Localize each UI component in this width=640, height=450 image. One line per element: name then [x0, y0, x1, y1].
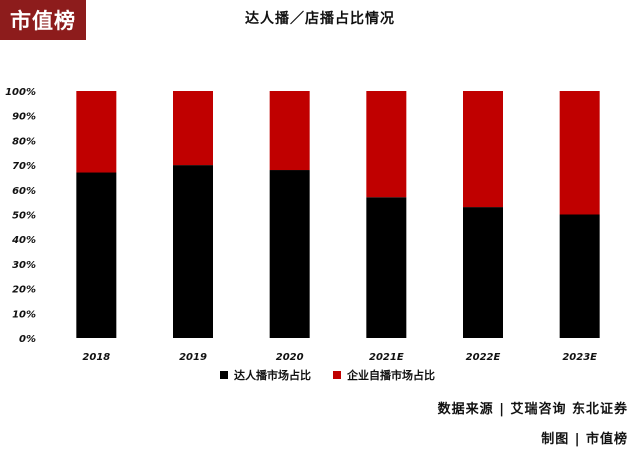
x-tick-label: 2022E	[466, 352, 501, 360]
bar-series-0	[269, 170, 310, 338]
bar-series-1	[366, 91, 407, 198]
y-tick-label: 0%	[19, 334, 36, 345]
legend-label-series-1: 企业自播市场占比	[347, 369, 435, 382]
bar-series-0	[559, 214, 600, 338]
legend-item-series-0: 达人播市场占比	[220, 367, 311, 383]
bar-series-0	[366, 197, 407, 338]
y-tick-label: 90%	[12, 112, 36, 123]
y-tick-label: 60%	[12, 186, 36, 197]
y-tick-label: 40%	[11, 235, 36, 246]
x-tick-label: 2020	[276, 352, 304, 360]
bar-series-1	[463, 91, 503, 208]
y-tick-label: 50%	[12, 211, 36, 222]
x-tick-label: 2019	[179, 352, 207, 360]
bar-series-1	[269, 91, 310, 171]
x-tick-label: 2023E	[562, 352, 597, 360]
chart-legend: 达人播市场占比 企业自播市场占比	[220, 367, 435, 383]
chart-credit-note: 制图 | 市值榜	[541, 432, 628, 447]
bar-series-1	[76, 91, 117, 173]
legend-swatch-series-0	[220, 371, 228, 379]
y-tick-label: 80%	[12, 136, 36, 147]
legend-label-series-0: 达人播市场占比	[234, 369, 311, 382]
x-tick-label: 2018	[82, 352, 110, 360]
y-tick-label: 20%	[12, 285, 36, 296]
y-tick-label: 70%	[12, 161, 36, 172]
stacked-bar-chart: 0% 10% 20% 30% 40% 50% 60% 70% 80% 90% 100% 2018 201…	[5, 87, 600, 360]
data-source-note: 数据来源 | 艾瑞咨询 东北证券	[437, 402, 628, 417]
bar-series-1	[559, 91, 600, 215]
bar-series-0	[463, 207, 503, 338]
x-tick-label: 2021E	[369, 352, 404, 360]
y-tick-label: 100%	[5, 87, 36, 98]
legend-swatch-series-1	[333, 371, 341, 379]
chart-title: 达人播／店播占比情况	[245, 11, 395, 27]
brand-logo-text: 市值榜	[10, 8, 76, 33]
bar-series-1	[173, 91, 213, 166]
bar-series-0	[76, 172, 117, 338]
y-tick-label: 30%	[12, 260, 36, 271]
bar-series-0	[173, 165, 213, 338]
legend-item-series-1: 企业自播市场占比	[333, 367, 435, 383]
y-tick-label: 10%	[12, 309, 36, 320]
brand-logo: 市值榜	[0, 0, 86, 40]
